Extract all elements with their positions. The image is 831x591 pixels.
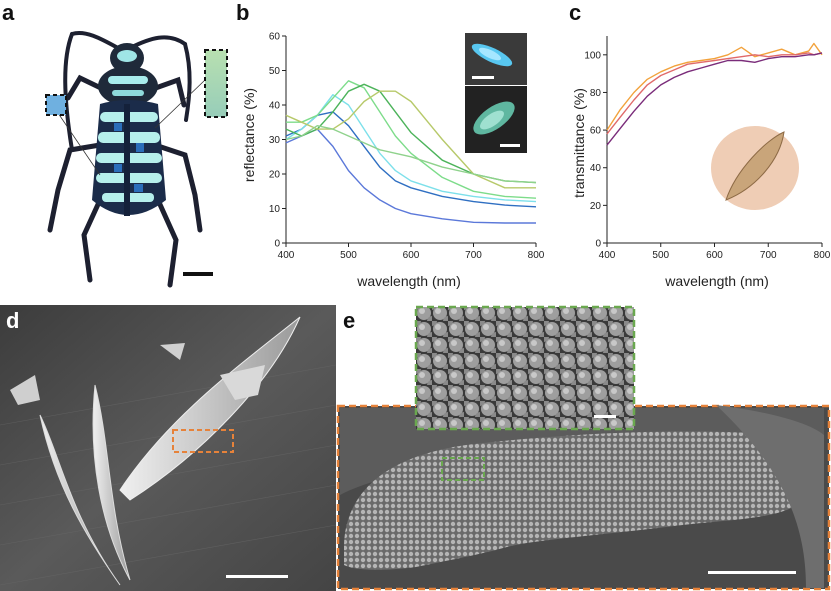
reflectance-chart: 400 500 600 700 800 0 10 20 30 40 50 60 reflectance… (241, 32, 545, 290)
panel-label-e: e (343, 308, 356, 333)
y-tick-label: 80 (590, 88, 602, 99)
y-tick-label: 30 (269, 135, 281, 146)
b-ylabel: reflectance (%) (241, 88, 257, 182)
y-tick-label: 0 (595, 239, 601, 250)
c-xlabel: wavelength (nm) (664, 273, 769, 289)
region-box-e (441, 457, 485, 481)
y-tick-label: 0 (274, 239, 280, 250)
x-tick-label: 500 (652, 250, 669, 261)
x-tick-label: 800 (528, 250, 545, 261)
y-tick-label: 60 (590, 126, 602, 137)
y-tick-label: 20 (269, 170, 281, 181)
beetle-photo (45, 31, 228, 288)
x-tick-label: 600 (706, 250, 723, 261)
scale-bar-a (183, 272, 213, 276)
scale-bar-inset (594, 415, 616, 418)
x-tick-label: 800 (814, 250, 831, 261)
c-inset-scale-photo (711, 126, 799, 210)
series-line-7 (285, 124, 537, 184)
x-tick-label: 400 (599, 250, 616, 261)
scale-bar-e (708, 571, 796, 574)
series-line-2 (606, 52, 823, 135)
y-tick-label: 20 (590, 201, 602, 212)
panel-label-a: a (2, 0, 15, 25)
x-tick-label: 700 (760, 250, 777, 261)
y-tick-label: 100 (584, 50, 601, 61)
panel-label-b: b (236, 0, 250, 25)
x-tick-label: 500 (340, 250, 357, 261)
panel-label-d: d (6, 308, 20, 333)
panel-label-c: c (569, 0, 582, 25)
b-inset-photo-bottom (465, 86, 527, 153)
series-line-3 (606, 52, 823, 146)
region-box-d (172, 429, 234, 453)
c-ylabel: transmittance (%) (571, 88, 587, 198)
inset-nanospheres (414, 305, 636, 431)
swatch-green (204, 49, 228, 118)
y-tick-label: 40 (269, 101, 281, 112)
x-tick-label: 700 (465, 250, 482, 261)
sem-image-d (0, 305, 336, 591)
y-tick-label: 50 (269, 66, 281, 77)
x-tick-label: 400 (278, 250, 295, 261)
y-tick-label: 10 (269, 204, 281, 215)
transmittance-chart: 400 500 600 700 800 0 20 40 60 80 100 transmittanc… (571, 36, 831, 289)
y-tick-label: 40 (590, 163, 602, 174)
b-inset-photo-top (465, 33, 527, 85)
swatch-blue (45, 94, 67, 116)
sem-image-e (336, 305, 831, 591)
y-tick-label: 60 (269, 32, 281, 43)
series-line-4 (286, 80, 537, 199)
b-xlabel: wavelength (nm) (356, 273, 461, 289)
scale-bar-d (226, 575, 288, 578)
x-tick-label: 600 (403, 250, 420, 261)
